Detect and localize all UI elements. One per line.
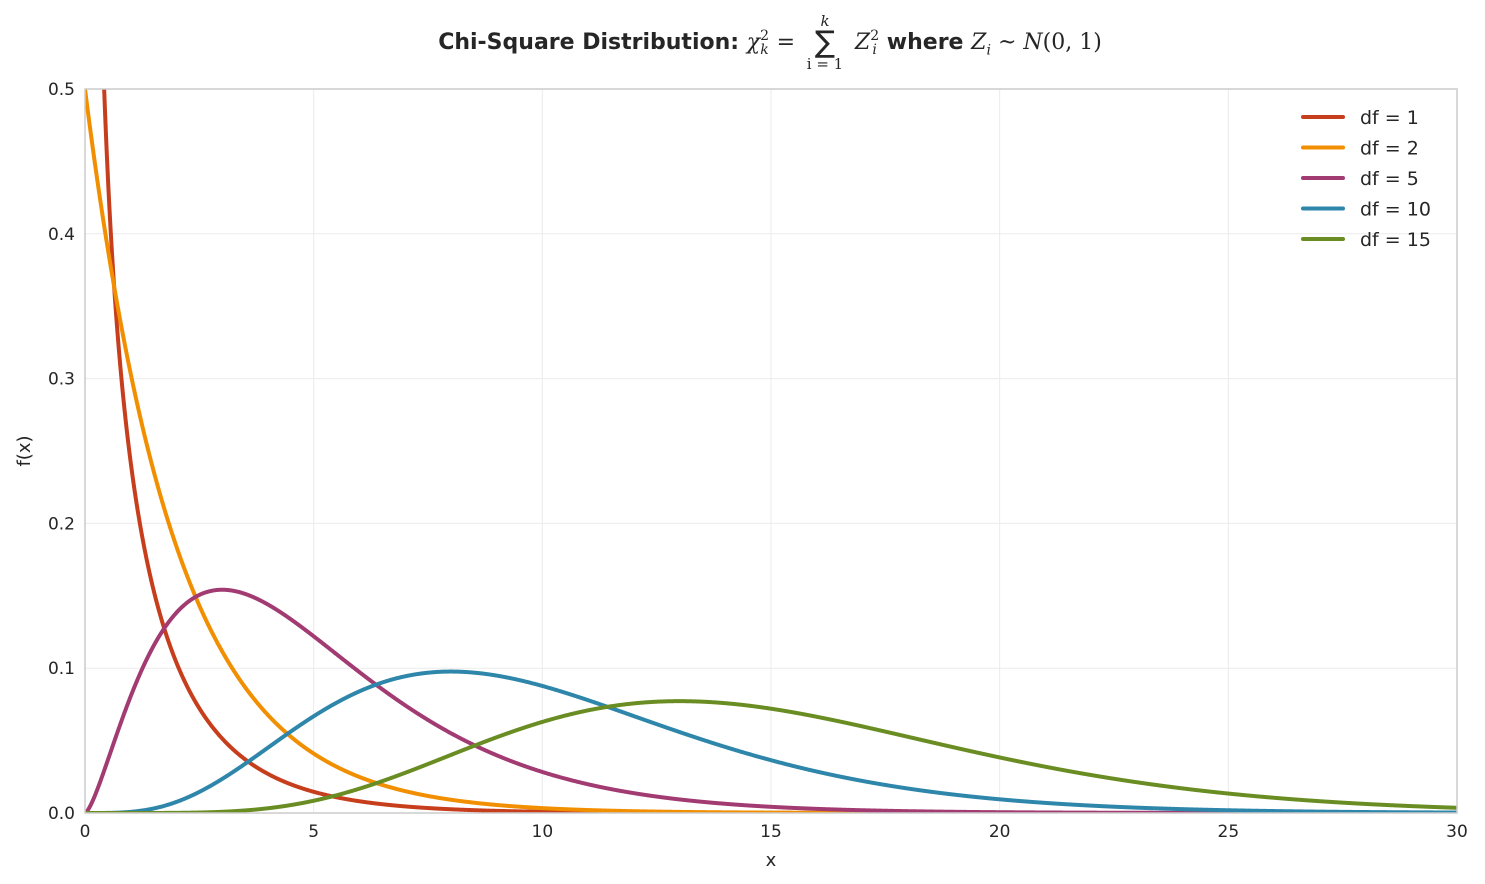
- x-tick-label: 30: [1446, 822, 1468, 842]
- legend-label: df = 5: [1360, 168, 1419, 190]
- x-tick-label: 25: [1218, 822, 1240, 842]
- series-line-df-15: [85, 699, 1457, 813]
- legend-label: df = 1: [1360, 107, 1419, 129]
- x-tick-label: 10: [532, 822, 554, 842]
- legend-label: df = 15: [1360, 229, 1431, 251]
- x-tick-label: 15: [760, 822, 782, 842]
- y-tick-label: 0.0: [48, 804, 75, 824]
- plot-frame: [84, 88, 1458, 814]
- x-axis-label: x: [766, 850, 777, 871]
- series-line-df-10: [85, 669, 1457, 813]
- legend-label: df = 10: [1360, 199, 1431, 221]
- y-tick-label: 0.3: [48, 370, 75, 390]
- y-tick-label: 0.2: [48, 514, 75, 534]
- y-tick-label: 0.5: [48, 80, 75, 100]
- x-tick-label: 20: [989, 822, 1011, 842]
- y-tick-label: 0.4: [48, 225, 75, 245]
- legend-label: df = 2: [1360, 138, 1419, 160]
- x-tick-label: 0: [80, 822, 91, 842]
- y-axis-label: f(x): [14, 435, 35, 466]
- y-tick-label: 0.1: [48, 659, 75, 679]
- x-tick-label: 5: [308, 822, 319, 842]
- legend: df = 1 df = 2 df = 5 df = 10 df = 15: [1301, 107, 1431, 251]
